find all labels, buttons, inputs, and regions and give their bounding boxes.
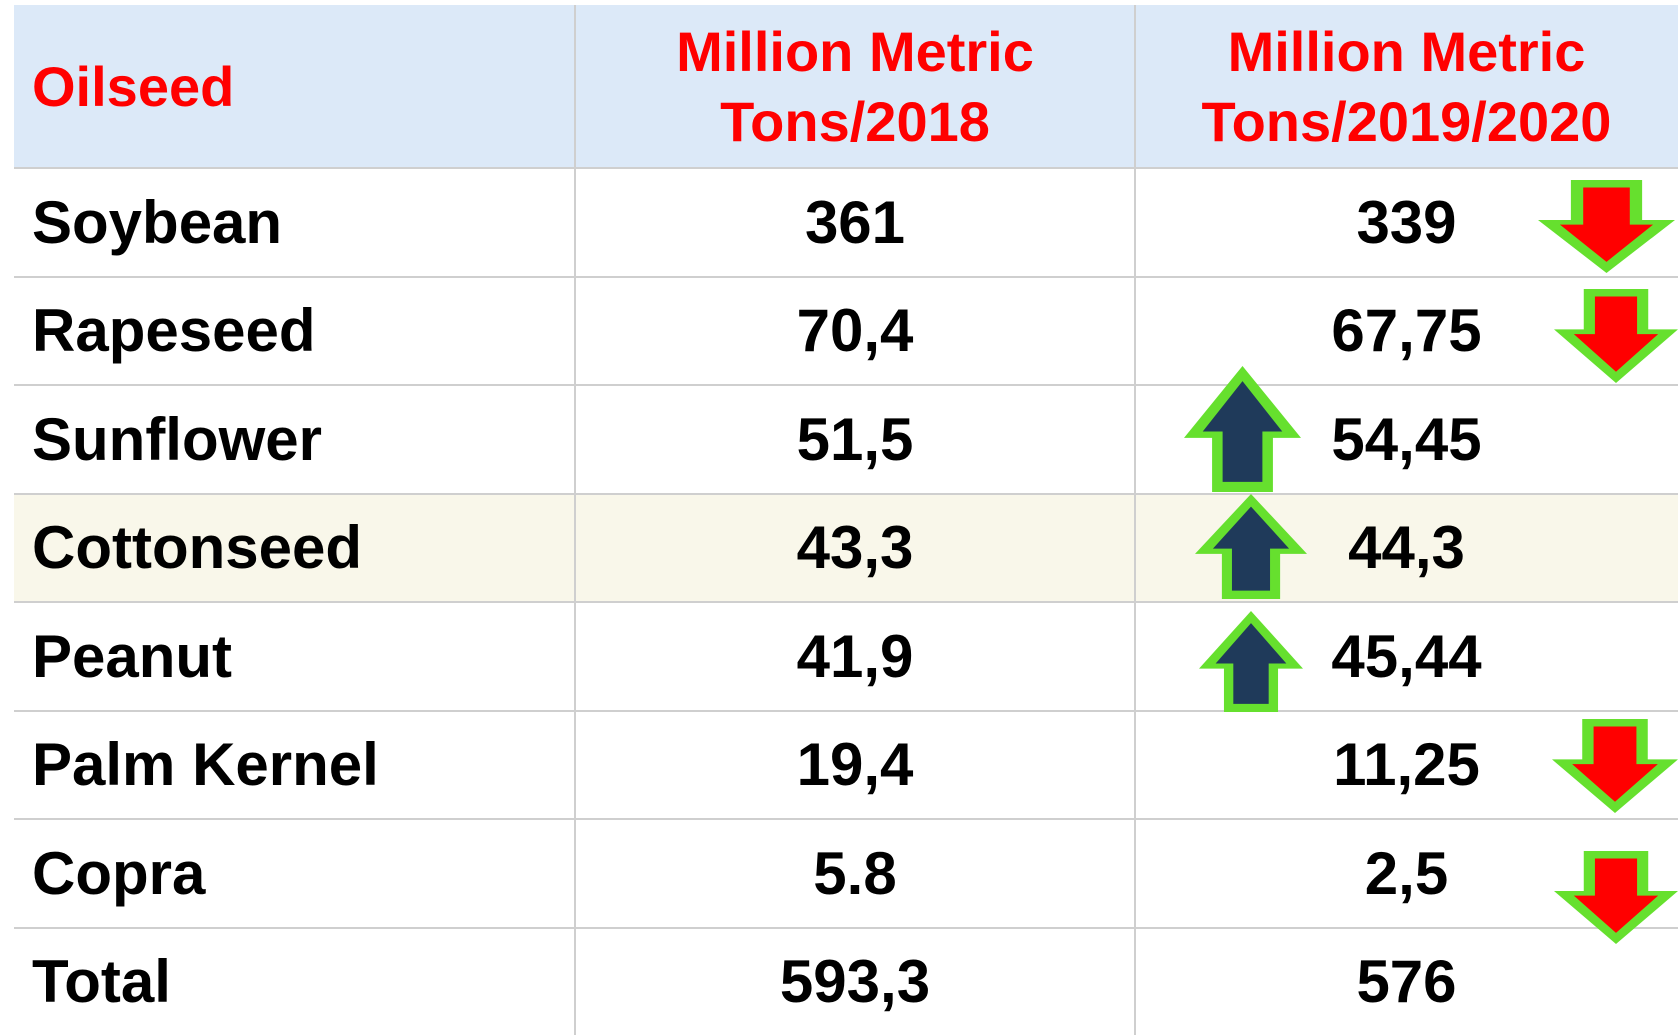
down-arrow <box>1538 180 1675 273</box>
up-arrow <box>1195 494 1307 599</box>
down-arrow <box>1554 289 1678 383</box>
down-arrow <box>1552 719 1678 813</box>
up-arrow <box>1184 366 1301 492</box>
down-arrow <box>1554 851 1678 944</box>
up-arrow <box>1199 611 1303 712</box>
